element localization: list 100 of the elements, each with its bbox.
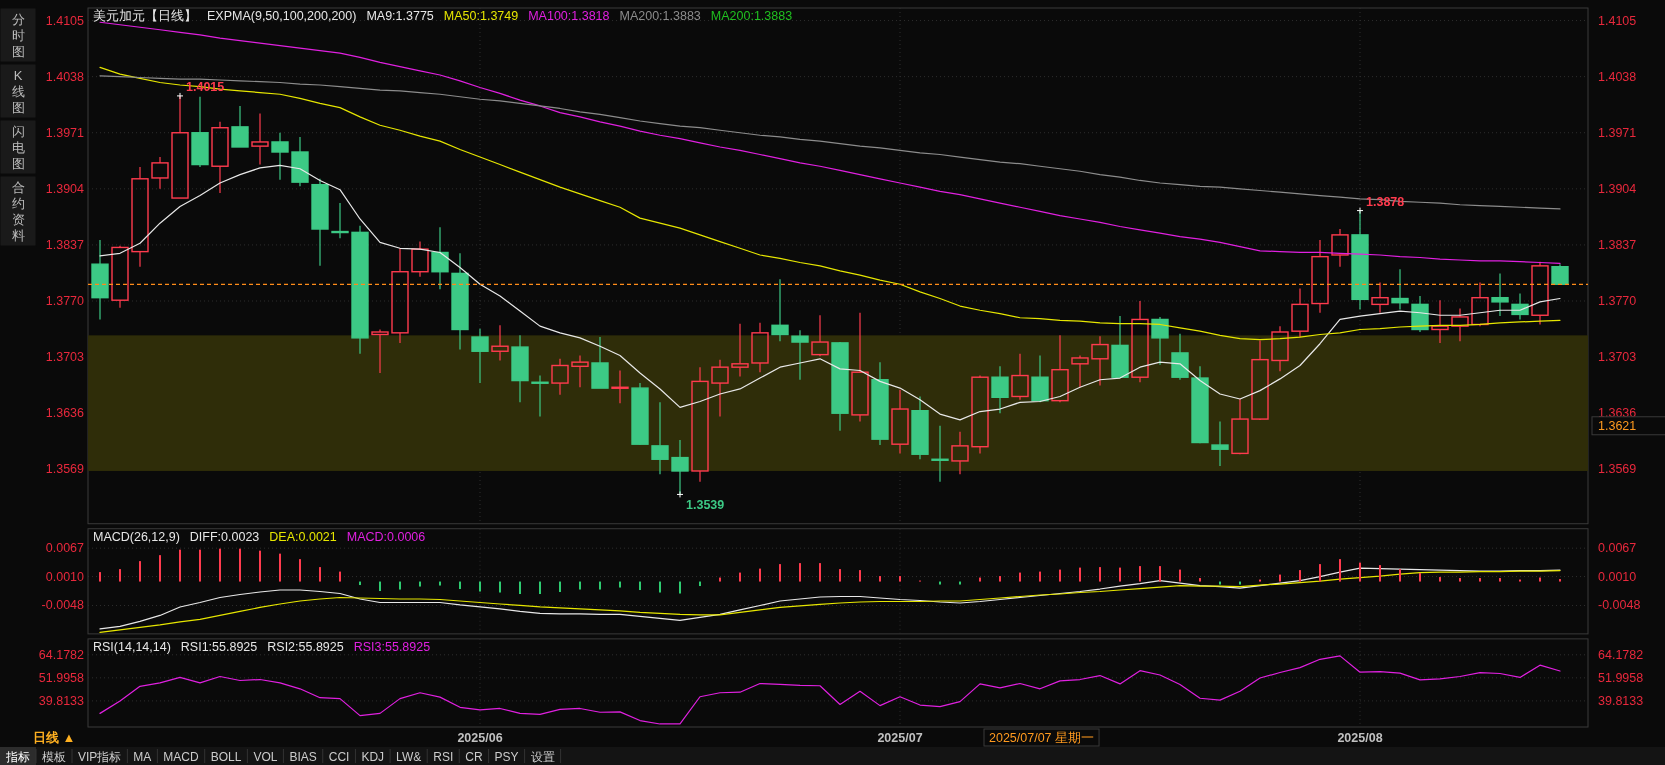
- candlestick: [211, 121, 229, 194]
- y2-tick-label: 1.4105: [1598, 13, 1637, 28]
- y-tick-label: 64.1782: [38, 647, 85, 662]
- y2-tick-label: 64.1782: [1598, 647, 1644, 662]
- bar: [639, 581, 641, 591]
- candlestick: [251, 112, 269, 166]
- text: 2025/07/07 星期一: [989, 731, 1095, 745]
- candlestick: [811, 314, 829, 357]
- y2-tick-label: 1.3770: [1598, 294, 1637, 309]
- candlestick: [771, 278, 789, 342]
- bar: [619, 581, 621, 588]
- candlestick: [1131, 300, 1149, 383]
- text: LW&: [396, 750, 422, 764]
- text: K线图: [11, 68, 25, 115]
- text: 分时图: [11, 12, 25, 59]
- bar: [899, 576, 901, 582]
- y2-tick-label: 0.0010: [1598, 569, 1637, 584]
- bar: [1159, 566, 1161, 582]
- text: VOL: [253, 750, 278, 764]
- text: DIFF:0.0023: [189, 529, 260, 544]
- bar: [1559, 579, 1561, 582]
- bar: [739, 572, 741, 582]
- candlestick: [371, 328, 389, 374]
- y2-tick-label: -0.0048: [1598, 598, 1641, 613]
- bar: [599, 581, 601, 590]
- bar: [979, 577, 981, 582]
- bar: [519, 581, 521, 595]
- candlestick: [431, 226, 449, 290]
- y-tick-label: 1.3636: [45, 406, 85, 421]
- bar: [939, 581, 941, 585]
- annotation: RSI1:55.8925: [180, 639, 258, 654]
- candlestick: [191, 96, 209, 168]
- legend-title: EXPMA(9,50,100,200,200): [207, 9, 357, 23]
- candlestick: [1371, 282, 1389, 314]
- candlestick: [151, 156, 169, 190]
- bar: [1419, 573, 1421, 582]
- y-tick-label: 0.0067: [45, 541, 85, 556]
- candlestick: [1291, 287, 1309, 338]
- bar: [119, 569, 121, 582]
- bar: [1199, 578, 1201, 582]
- chart-subtitle: MA200:1.3883: [710, 9, 793, 23]
- bar: [999, 576, 1001, 582]
- annotation: RSI2:55.8925: [267, 639, 344, 654]
- candlestick: [271, 132, 289, 181]
- bar: [1479, 578, 1481, 582]
- y-tick-label: 39.8133: [38, 693, 85, 708]
- bar: [819, 563, 821, 582]
- candlestick: [1151, 316, 1169, 366]
- bar: [1359, 562, 1361, 582]
- bar: [859, 570, 861, 582]
- bar: [1499, 578, 1501, 582]
- candlestick: [391, 247, 409, 344]
- x-tick-label: 2025/07: [877, 731, 923, 745]
- y2-tick-label: 1.3703: [1598, 350, 1637, 365]
- candlestick: [1271, 325, 1289, 372]
- text: 1.3621: [1598, 418, 1637, 433]
- y2-tick-label: 1.3971: [1598, 125, 1637, 140]
- bar: [159, 555, 161, 582]
- candlestick: [551, 358, 569, 396]
- candlestick: [1391, 268, 1409, 310]
- annotation: 1.3539: [686, 498, 725, 513]
- x-tick-label: 2025/06: [457, 731, 503, 745]
- text: 闪电图: [11, 124, 25, 171]
- bar: [719, 577, 721, 582]
- text: PSY: [494, 750, 519, 764]
- candlestick: [411, 240, 429, 278]
- text: MA: [133, 750, 152, 764]
- candlestick: [1211, 420, 1229, 467]
- bar: [439, 581, 441, 586]
- bar: [279, 553, 281, 582]
- bar: [379, 581, 381, 592]
- line-series: [99, 66, 1561, 341]
- candlestick: [451, 252, 469, 351]
- chart-title: 美元加元【日线】: [93, 8, 197, 23]
- bar: [839, 569, 841, 582]
- candlestick: [951, 431, 969, 475]
- y2-tick-label: 1.4038: [1598, 69, 1637, 84]
- candlestick: [571, 354, 589, 388]
- y-tick-label: 51.9958: [38, 670, 85, 685]
- y2-tick-label: 1.3636: [1598, 406, 1637, 421]
- candlestick: [611, 369, 629, 404]
- text: 合约资料: [11, 180, 25, 243]
- candlestick: [291, 136, 309, 187]
- bar: [319, 567, 321, 582]
- candlestick: [531, 374, 549, 418]
- candlestick: [1051, 334, 1069, 403]
- candlestick: [471, 328, 489, 384]
- bar: [1019, 572, 1021, 582]
- bar: [799, 563, 801, 582]
- bar: [1459, 578, 1461, 582]
- candlestick: [1311, 239, 1329, 314]
- text: CR: [465, 750, 483, 764]
- text: MA9:1.3775: [366, 9, 434, 23]
- candlestick: [91, 239, 109, 321]
- y-tick-label: 1.3971: [45, 125, 85, 140]
- text: MA50:1.3749: [443, 9, 519, 23]
- candlestick: [1491, 272, 1509, 317]
- bar: [759, 568, 761, 582]
- bar: [779, 564, 781, 582]
- bar: [299, 559, 301, 582]
